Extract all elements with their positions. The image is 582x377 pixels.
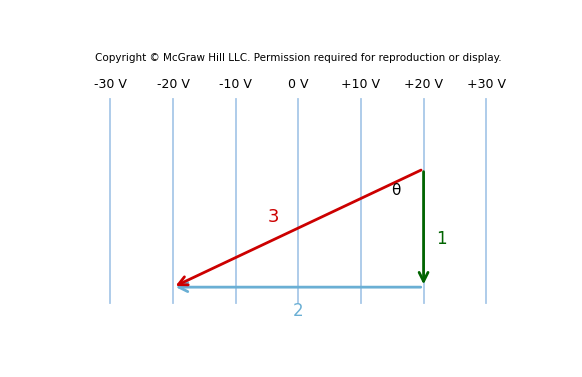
Text: 3: 3 — [268, 208, 279, 226]
Text: +20 V: +20 V — [404, 78, 443, 91]
Text: Copyright © McGraw Hill LLC. Permission required for reproduction or display.: Copyright © McGraw Hill LLC. Permission … — [95, 53, 502, 63]
Text: +30 V: +30 V — [467, 78, 506, 91]
Text: 2: 2 — [293, 302, 304, 320]
Text: +10 V: +10 V — [342, 78, 381, 91]
Text: -20 V: -20 V — [157, 78, 189, 91]
Text: θ: θ — [391, 183, 400, 198]
Text: 1: 1 — [436, 230, 447, 248]
Text: -30 V: -30 V — [94, 78, 127, 91]
Text: -10 V: -10 V — [219, 78, 252, 91]
Text: 0 V: 0 V — [288, 78, 308, 91]
